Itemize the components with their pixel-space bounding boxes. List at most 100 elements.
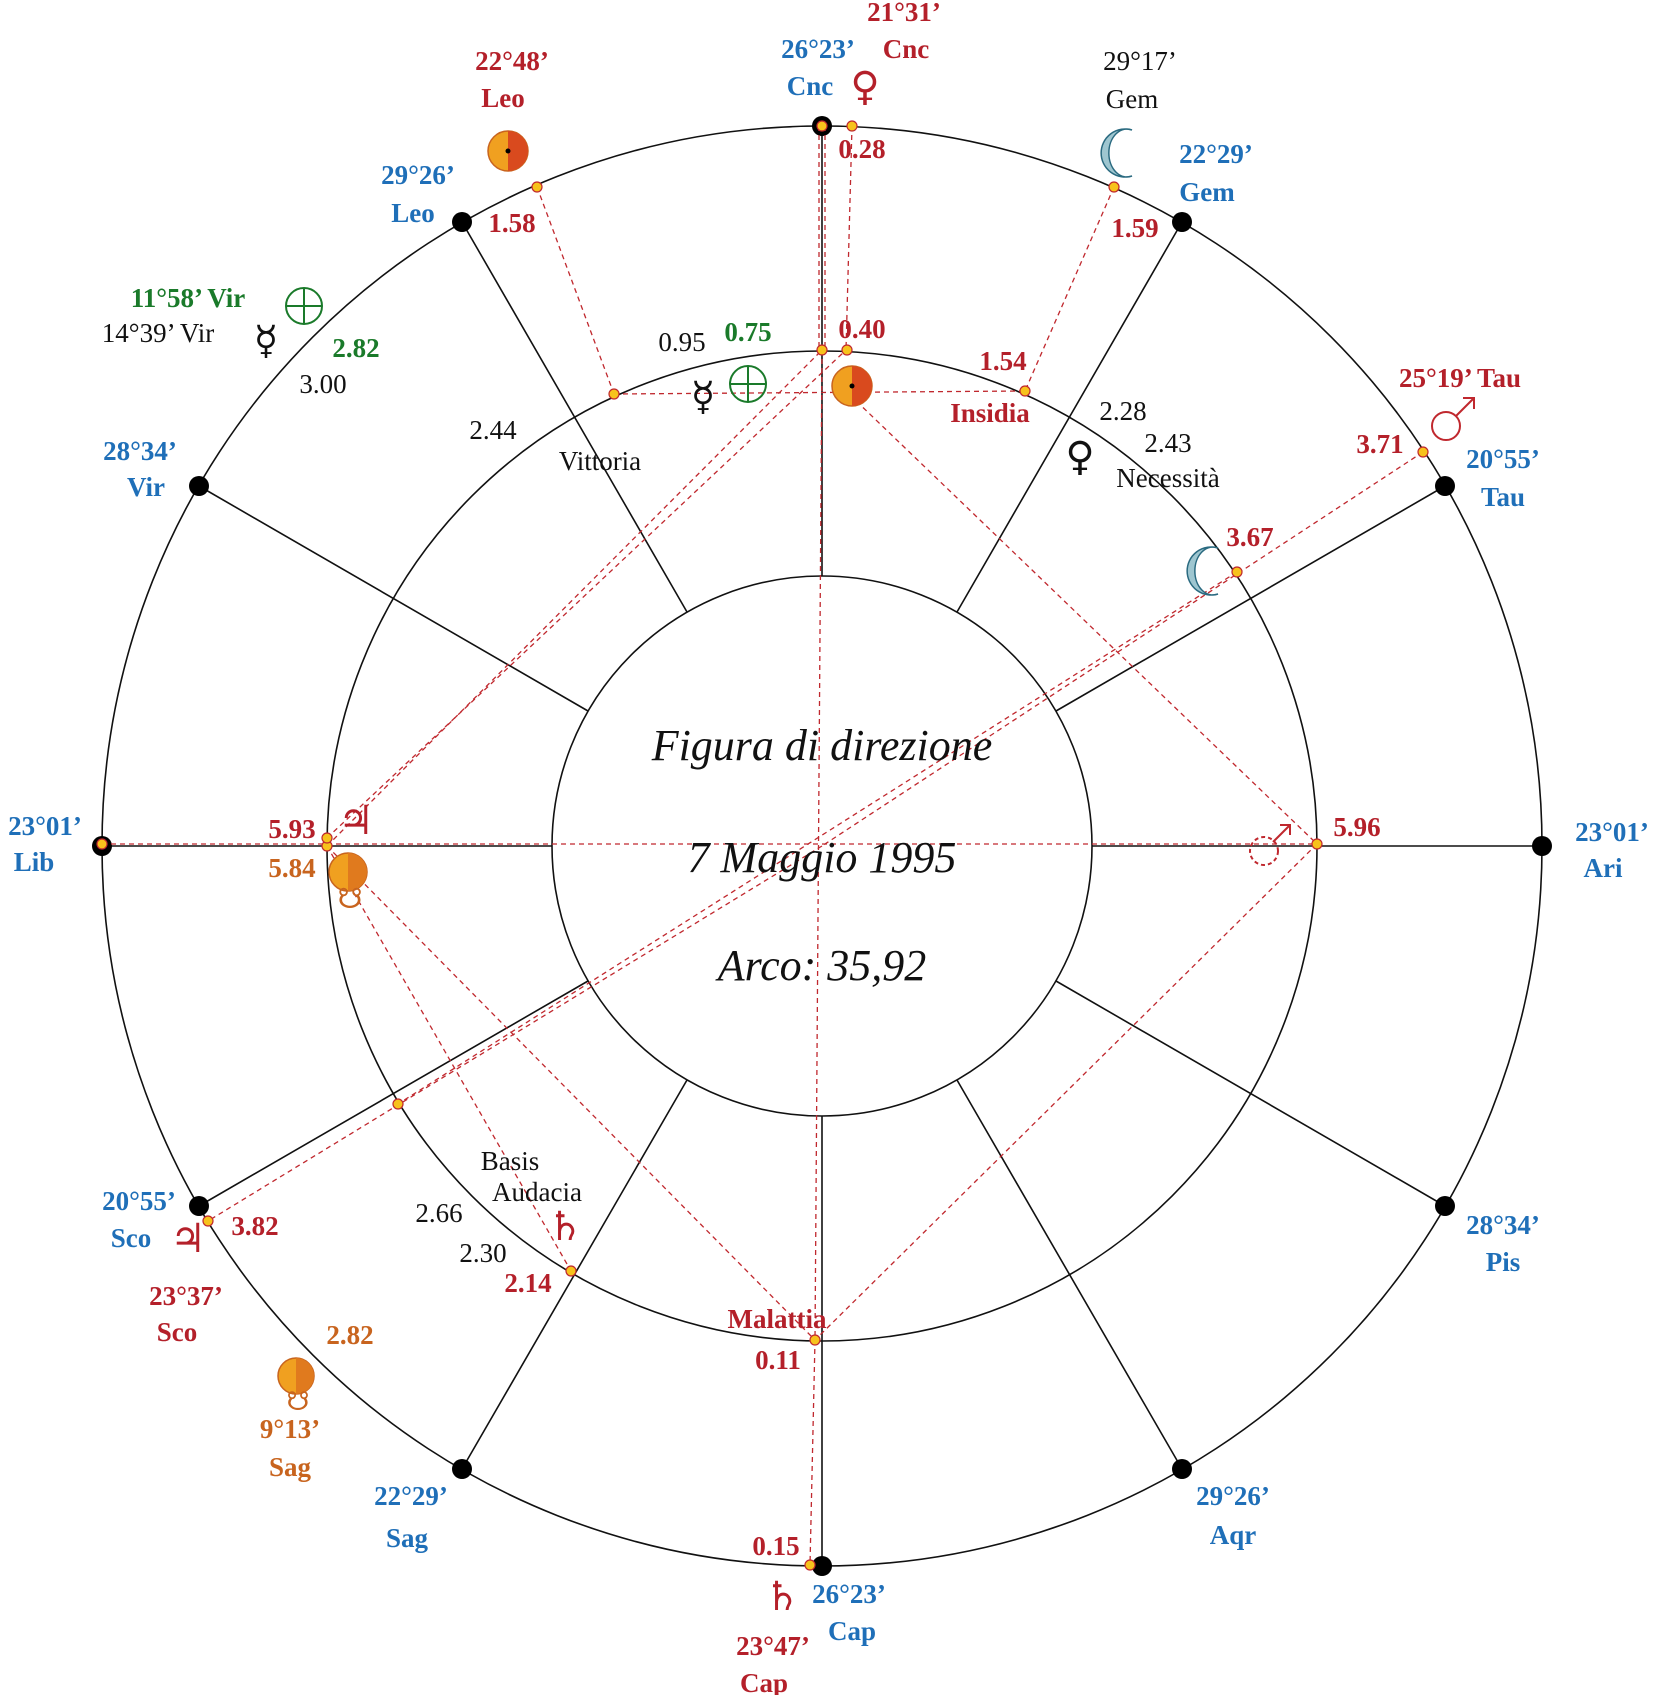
fortuna-icon: [285, 287, 323, 325]
node-icon-glyph: ☋: [338, 882, 363, 915]
aspect-point: [202, 1215, 214, 1227]
saturn-icon: ♄: [547, 1204, 583, 1250]
aspect-point: [321, 832, 333, 844]
chart-arc: Arco: 35,92: [715, 941, 927, 990]
cusp-label-deg: 26°23’: [812, 1579, 886, 1609]
saturn-sign: Cap: [740, 1668, 788, 1695]
node-icon-glyph: ☋: [286, 1387, 309, 1417]
node-sign: Sag: [269, 1452, 312, 1482]
lot-malattia: Malattia: [728, 1304, 827, 1334]
lot-basis: Basis: [481, 1146, 540, 1176]
arc-value: 0.95: [658, 327, 705, 357]
cusp-marker: [812, 1556, 832, 1576]
moon-icon: [1100, 128, 1133, 178]
moon-sign: Gem: [1106, 84, 1158, 114]
cusp-label-deg: 28°34’: [1466, 1210, 1540, 1240]
node-icon: [328, 852, 368, 892]
arc-value: 3.00: [299, 369, 346, 399]
venus-icon: ♀: [850, 64, 879, 110]
aspect-point: [816, 344, 828, 356]
jupiter-sign: Sco: [157, 1317, 198, 1347]
mercury-label: 14°39’ Vir: [102, 318, 214, 348]
jupiter-deg: 23°37’: [149, 1281, 223, 1311]
venus-sign: Cnc: [883, 34, 930, 64]
arc-value: 3.82: [231, 1211, 278, 1241]
aspect-point: [608, 388, 620, 400]
cusp-marker: [452, 1459, 472, 1479]
arc-value: 0.15: [752, 1531, 799, 1561]
sun-sign: Leo: [481, 83, 525, 113]
lot-necessita: Necessità: [1116, 463, 1219, 493]
node-deg: 9°13’: [260, 1414, 320, 1444]
chart-title: Figura di direzione: [651, 721, 993, 770]
direction-lines: [102, 125, 1424, 1566]
arc-value: 2.30: [459, 1238, 506, 1268]
arc-value: 0.11: [755, 1345, 801, 1375]
mars-icon: [1431, 397, 1475, 441]
chart-date: 7 Maggio 1995: [688, 833, 957, 882]
arc-value: 0.75: [724, 317, 771, 347]
cusp-label-deg: 20°55’: [102, 1186, 176, 1216]
lot-vittoria: Vittoria: [559, 446, 641, 476]
cusp-label-sign: Vir: [127, 472, 165, 502]
venus-deg: 21°31’: [867, 0, 941, 27]
arc-value: 5.93: [268, 814, 315, 844]
arc-value: 2.82: [326, 1320, 373, 1350]
arc-value: 2.66: [415, 1198, 462, 1228]
moon-icon: [1186, 546, 1219, 596]
mars-icon: [1249, 824, 1291, 866]
aspect-points: [96, 120, 1429, 1571]
lot-audacia: Audacia: [492, 1177, 582, 1207]
cusp-label-deg: 23°01’: [8, 811, 82, 841]
sun-deg: 22°48’: [475, 46, 549, 76]
cusp-label-sign: Cnc: [787, 71, 834, 101]
lot-insidia: Insidia: [950, 398, 1030, 428]
cusp-label-deg: 23°01’: [1575, 817, 1649, 847]
aspect-point: [565, 1265, 577, 1277]
cusp-marker: [1172, 1459, 1192, 1479]
cusp-markers: [92, 116, 1552, 1576]
arc-value: 3.67: [1226, 522, 1273, 552]
sun-icon: [487, 130, 529, 172]
arc-value: 5.84: [268, 853, 315, 883]
arc-value: 3.71: [1356, 429, 1403, 459]
arc-value: 2.82: [332, 333, 379, 363]
aspect-point: [816, 120, 828, 132]
cusp-label-deg: 29°26’: [381, 160, 455, 190]
aspect-point: [846, 120, 858, 132]
arc-value: 5.96: [1333, 812, 1380, 842]
aspect-point: [804, 1559, 816, 1571]
arc-value: 2.43: [1144, 428, 1191, 458]
cusp-label-deg: 28°34’: [103, 436, 177, 466]
node-icon: [277, 1357, 315, 1395]
cusp-marker: [1435, 1196, 1455, 1216]
cusp-label-sign: Gem: [1179, 177, 1235, 207]
cusp-marker: [1435, 476, 1455, 496]
arc-value: 0.40: [838, 314, 885, 344]
cusp-marker: [189, 476, 209, 496]
mars-label: 25°19’ Tau: [1399, 363, 1521, 393]
cusp-marker: [452, 212, 472, 232]
jupiter-icon: ♃: [170, 1216, 206, 1262]
saturn-icon: ♄: [764, 1574, 800, 1620]
aspect-point: [1311, 838, 1323, 850]
arc-value: 1.59: [1111, 213, 1158, 243]
aspect-point: [531, 181, 543, 193]
cusp-label-sign: Aqr: [1210, 1520, 1257, 1550]
cusp-label-deg: 22°29’: [1179, 139, 1253, 169]
moon-deg: 29°17’: [1103, 46, 1177, 76]
aspect-point: [96, 838, 108, 850]
sun-icon: [831, 365, 873, 407]
venus-icon: ♀: [1065, 434, 1094, 480]
mercury-icon: ☿: [691, 374, 716, 420]
jupiter-icon: ♃: [338, 798, 374, 844]
cusp-marker: [1172, 212, 1192, 232]
cusp-label-deg: 22°29’: [374, 1481, 448, 1511]
mercury-icon: ☿: [254, 318, 279, 364]
fortuna-label: 11°58’ Vir: [131, 283, 246, 313]
arc-value: 1.58: [488, 208, 535, 238]
cusp-marker: [189, 1196, 209, 1216]
cusp-label-sign: Lib: [14, 847, 55, 877]
cusp-label-deg: 29°26’: [1196, 1481, 1270, 1511]
